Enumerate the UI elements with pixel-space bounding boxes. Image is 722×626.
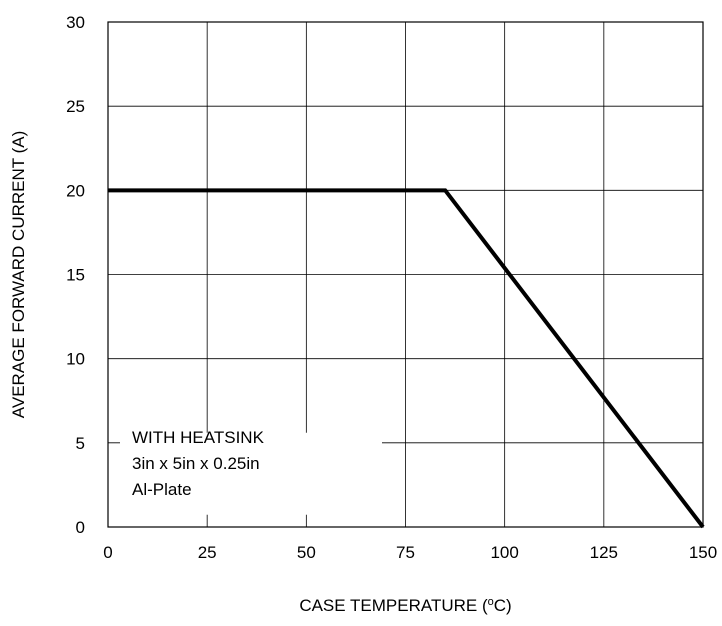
y-tick-label: 5 <box>76 434 85 453</box>
annotation-line-1: WITH HEATSINK <box>132 428 265 447</box>
y-tick-label: 30 <box>66 13 85 32</box>
series-line-0 <box>108 188 705 529</box>
y-axis-label: AVERAGE FORWARD CURRENT (A) <box>9 131 28 418</box>
annotation-line-3: Al-Plate <box>132 480 192 499</box>
annotation-line-2: 3in x 5in x 0.25in <box>132 454 260 473</box>
x-axis-label: CASE TEMPERATURE (oC) <box>299 596 511 615</box>
x-tick-label: 150 <box>689 543 717 562</box>
x-tick-label: 0 <box>103 543 112 562</box>
plot-area-frame <box>107 21 704 528</box>
y-tick-label: 20 <box>66 181 85 200</box>
annotation-background <box>120 432 382 515</box>
x-tick-label: 50 <box>297 543 316 562</box>
y-tick-labels: 0 5 10 15 20 25 30 <box>66 13 85 537</box>
series-layer <box>108 188 705 529</box>
x-tick-label: 100 <box>490 543 518 562</box>
y-tick-label: 15 <box>66 266 85 285</box>
annotation-box <box>120 432 382 515</box>
y-tick-label: 25 <box>66 97 85 116</box>
heatsink-annotation: WITH HEATSINK 3in x 5in x 0.25in Al-Plat… <box>132 428 265 499</box>
x-tick-label: 125 <box>590 543 618 562</box>
x-tick-label: 75 <box>396 543 415 562</box>
y-tick-label: 10 <box>66 350 85 369</box>
x-tick-label: 25 <box>198 543 217 562</box>
y-tick-label: 0 <box>76 518 85 537</box>
x-tick-labels: 0 25 50 75 100 125 150 <box>103 543 717 562</box>
